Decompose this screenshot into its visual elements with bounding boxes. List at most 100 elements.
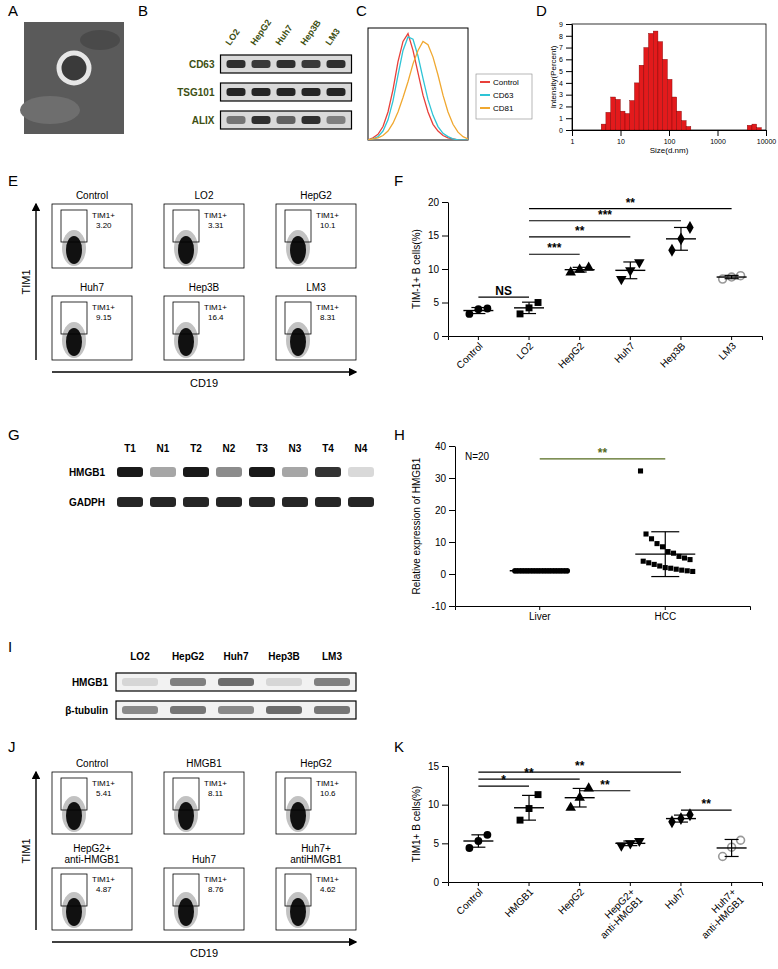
hist-bar	[719, 130, 724, 131]
x-tick-label: 1000	[710, 138, 726, 145]
band	[170, 678, 206, 686]
x-tick-label: 10	[617, 138, 625, 145]
gate-label: TIM1+	[92, 875, 115, 884]
y-tick-mark	[566, 130, 572, 131]
row-label: β-tubulin	[65, 705, 108, 716]
blot-strip	[116, 701, 356, 719]
x-tick: 1000	[710, 130, 726, 145]
band	[277, 116, 296, 124]
panel-label: K	[394, 738, 404, 755]
band	[327, 116, 346, 124]
gate-value: 16.4	[208, 313, 224, 322]
hist-bar	[710, 130, 715, 131]
y-tick-label: 0	[440, 569, 446, 580]
band	[227, 88, 246, 96]
lane-label: Huh7	[224, 651, 249, 662]
y-tick-label: 5	[559, 68, 563, 75]
x-tick: Hep3B	[658, 336, 688, 370]
y-tick: 0	[433, 877, 448, 888]
plot-frame	[52, 204, 132, 268]
blot-strip	[116, 673, 356, 691]
band	[183, 467, 209, 477]
gate	[61, 210, 87, 242]
cell-cloud	[66, 802, 82, 830]
plot-title: anti-HMGB1	[64, 854, 119, 865]
error-stem	[731, 839, 732, 856]
point	[674, 567, 679, 572]
band	[327, 60, 346, 68]
x-tick-mark	[579, 336, 580, 340]
gate	[285, 302, 311, 334]
x-tick: HepG2	[556, 336, 586, 370]
hist-bar	[677, 111, 682, 130]
lane-label: T1	[124, 443, 136, 454]
gate-label: TIM1+	[92, 303, 115, 312]
error-cap	[573, 271, 587, 272]
y-axis-line	[448, 767, 449, 883]
band	[117, 467, 143, 477]
x-tick-label: LM3	[717, 340, 739, 362]
y-tick: 10	[428, 264, 448, 275]
y-tick-mark	[566, 59, 572, 60]
error-bar	[526, 570, 554, 572]
error-bar	[522, 795, 536, 820]
cell-cloud-halo	[62, 796, 86, 832]
band	[348, 497, 374, 507]
significance-label: ***	[547, 241, 561, 255]
error-cap	[623, 840, 637, 841]
y-tick-mark	[442, 336, 448, 337]
error-cap	[526, 571, 554, 572]
chart-K: 051015ControlHMGB1HepG2HepG2+anti-HMGB1H…	[411, 759, 763, 941]
lane-label: N3	[289, 443, 302, 454]
plot-frame	[52, 296, 132, 360]
legend-label: Control	[493, 78, 519, 87]
y-tick-label: 3	[559, 91, 563, 98]
y-axis-line	[455, 447, 456, 607]
y-axis-title: TIM1	[20, 269, 32, 294]
plot-frame	[164, 868, 244, 930]
hist-bar	[686, 126, 691, 130]
x-tick: Liver	[529, 606, 551, 622]
error-bar	[674, 815, 688, 822]
y-tick-label: 5	[433, 838, 439, 849]
y-tick: 0	[559, 127, 572, 134]
hist-bar	[700, 130, 705, 131]
error-bar	[725, 275, 739, 278]
x-tick-label-line: HepG2	[556, 340, 586, 370]
y-tick: 40	[435, 441, 455, 452]
point	[690, 569, 695, 574]
hist-bar	[738, 130, 743, 131]
plot-frame	[52, 772, 132, 834]
plot-frame	[276, 296, 356, 360]
x-tick: HepG2+anti-HMGB1	[590, 882, 645, 941]
error-stem	[630, 262, 631, 279]
y-axis: 051015	[428, 761, 449, 888]
plot-frame	[368, 28, 468, 140]
row-label: HMGB1	[69, 467, 106, 478]
significance-label: *	[501, 773, 506, 787]
x-tick-mark	[478, 882, 479, 886]
point	[638, 468, 643, 473]
blot-strip	[221, 83, 352, 101]
hist-bar	[672, 97, 677, 130]
axis-arrow	[52, 941, 356, 942]
error-cap	[725, 839, 739, 840]
x-tick-label-line: Liver	[529, 611, 551, 622]
error-cap	[651, 576, 679, 577]
y-tick-mark	[449, 606, 455, 607]
error-cap	[471, 313, 485, 314]
y-axis: 05101520	[428, 197, 449, 342]
error-bar	[674, 227, 688, 250]
point	[652, 562, 657, 567]
error-cap	[623, 261, 637, 262]
x-tick-label: 1	[571, 138, 575, 145]
x-tick-label: Huh7	[663, 886, 688, 911]
point	[737, 836, 745, 844]
y-axis: 0123456789	[559, 21, 572, 134]
blot-strip	[221, 111, 352, 129]
gate-value: 4.87	[96, 885, 112, 894]
x-tick-label: HepG2	[556, 886, 586, 916]
marks	[463, 782, 746, 860]
x-tick-label: Control	[454, 340, 485, 371]
x-axis-line	[449, 883, 763, 887]
